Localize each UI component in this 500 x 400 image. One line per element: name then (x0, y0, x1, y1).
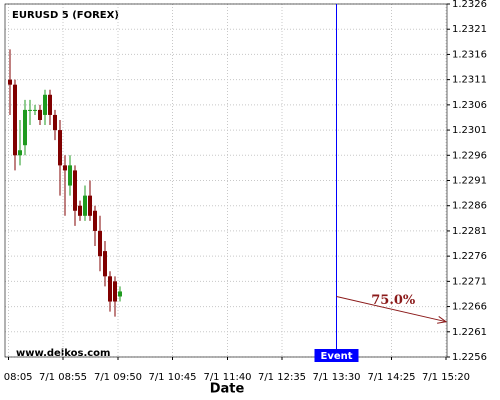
candle-body (113, 281, 117, 302)
plot-frame (4, 3, 448, 358)
candle-body (48, 94, 52, 115)
y-tick-label: 1.2276 (452, 251, 487, 262)
candle-body (83, 195, 87, 216)
y-tick-label: 1.2301 (452, 125, 487, 136)
candle-body (58, 130, 62, 166)
x-tick-label: 7/1 14:25 (367, 372, 415, 383)
y-tick-label: 1.2261 (452, 327, 487, 338)
x-axis-label: Date (210, 382, 245, 397)
candle-body (103, 251, 107, 277)
watermark: www.delkos.com (16, 348, 110, 359)
y-tick-label: 1.2311 (452, 75, 487, 86)
y-tick-label: 1.2321 (452, 24, 487, 35)
x-tick-label: 7/1 08:05 (0, 372, 33, 383)
candle-body (38, 109, 42, 120)
y-tick-label: 1.2291 (452, 176, 487, 187)
candle-body (33, 109, 37, 111)
candle-body (98, 230, 102, 257)
candle-body (68, 165, 72, 186)
x-tick-label: 7/1 15:20 (422, 372, 470, 383)
event-label: Event (320, 351, 352, 362)
candle-body (73, 170, 77, 211)
x-tick-label: 7/1 10:45 (148, 372, 196, 383)
y-tick-label: 1.2316 (452, 49, 487, 60)
candle-body (78, 205, 82, 216)
candle-body (108, 276, 112, 302)
candle-body (8, 79, 12, 85)
candle-body (13, 84, 17, 156)
x-tick-label: 7/1 09:50 (94, 372, 142, 383)
projection-arrow (336, 295, 447, 323)
y-tick-label: 1.2296 (452, 150, 487, 161)
x-tick-label: 7/1 11:40 (203, 372, 251, 383)
y-tick-label: 1.2306 (452, 100, 487, 111)
x-tick-label: 7/1 08:55 (39, 372, 87, 383)
candle-body (23, 109, 27, 146)
candle-body (53, 114, 57, 131)
chart-title: EURUSD 5 (FOREX) (12, 10, 119, 21)
y-tick-label: 1.2271 (452, 276, 487, 287)
y-tick-label: 1.2256 (452, 352, 487, 363)
candle-body (43, 94, 47, 115)
y-tick-label: 1.2266 (452, 302, 487, 313)
y-tick-label: 1.2281 (452, 226, 487, 237)
arrow-label: 75.0% (371, 293, 416, 308)
y-tick-label: 1.2326 (452, 0, 487, 10)
x-tick-label: 7/1 12:35 (258, 372, 306, 383)
candle-body (63, 165, 67, 171)
x-tick-label: 7/1 13:30 (312, 372, 360, 383)
candle-body (18, 150, 22, 156)
candle-body (93, 210, 97, 231)
candle-body (88, 195, 92, 216)
event-label-box (314, 349, 359, 362)
candle-body (28, 109, 32, 111)
candle-body (118, 291, 122, 297)
arrow-head (437, 316, 448, 324)
y-tick-label: 1.2286 (452, 201, 487, 212)
